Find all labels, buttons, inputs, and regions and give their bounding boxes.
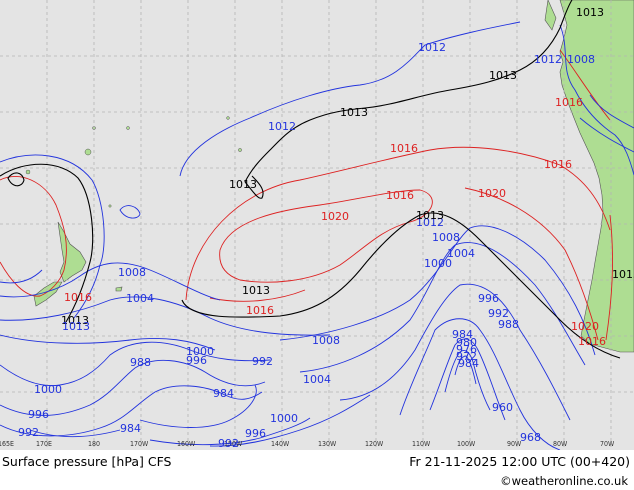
isobar-label: 984	[213, 387, 234, 400]
isobar-label: 1004	[126, 292, 154, 305]
isobar-label: 1020	[478, 187, 506, 200]
lon-label: 180	[88, 440, 100, 448]
isobar-label: 980	[456, 336, 477, 349]
lon-label: 80W	[553, 440, 568, 448]
island-tahiti	[238, 148, 242, 152]
lon-label: 90W	[507, 440, 522, 448]
isobar-label: 1016	[246, 304, 274, 317]
isobar-label: 1020	[571, 320, 599, 333]
isobar-label: 1016	[555, 96, 583, 109]
isobar-label: 1013	[612, 268, 634, 281]
chatham-island	[115, 286, 123, 292]
isobar-label: 1012	[534, 53, 562, 66]
lon-label: 130W	[318, 440, 337, 448]
andes-spur	[544, 0, 557, 31]
isobar-label: 1013	[61, 314, 89, 327]
isobar-label: 1004	[447, 247, 475, 260]
isobar-label: 1016	[390, 142, 418, 155]
isobar-label: 1008	[567, 53, 595, 66]
isobar-label: 1000	[34, 383, 62, 396]
isobar-label: 1012	[416, 216, 444, 229]
isobar-label: 992	[18, 426, 39, 439]
isobar-label: 992	[488, 307, 509, 320]
isobar-label: 1008	[312, 334, 340, 347]
isobar-label: 1013	[576, 6, 604, 19]
isobar-label: 1000	[424, 257, 452, 270]
isobar-label: 1013	[489, 69, 517, 82]
isobar-label: 1000	[270, 412, 298, 425]
lon-label: 140W	[271, 440, 290, 448]
isobars-low	[0, 21, 634, 450]
isobar-label: 992	[252, 355, 273, 368]
isobar-label: 984	[452, 328, 473, 341]
isobar-label: 996	[186, 354, 207, 367]
isobar-label: 1013	[229, 178, 257, 191]
isobar-label: 996	[478, 292, 499, 305]
isobar-label: 1020	[321, 210, 349, 223]
lon-label: 170W	[130, 440, 149, 448]
island-tonga	[126, 126, 130, 130]
isobar-label: 1000	[186, 345, 214, 358]
lat-lon-grid	[0, 0, 634, 450]
footer: Surface pressure [hPa] CFS Fr 21-11-2025…	[0, 450, 634, 490]
isobar-label: 996	[28, 408, 49, 421]
pressure-map: 165E 170E 180 170W 160W 150W 140W 130W 1…	[0, 0, 634, 450]
isobar-label: 1008	[118, 266, 146, 279]
valid-time: Fr 21-11-2025 12:00 UTC (00+420)	[409, 454, 630, 469]
land	[33, 0, 634, 353]
lon-label: 160W	[177, 440, 196, 448]
isobar-label: 984	[458, 357, 479, 370]
isobar-label: 984	[120, 422, 141, 435]
island-kermadec	[108, 204, 112, 208]
island-cook	[226, 116, 230, 120]
isobar-label: 988	[498, 318, 519, 331]
isobars-high	[0, 49, 613, 341]
isobar-label: 968	[520, 431, 541, 444]
isobar-label: 1016	[64, 291, 92, 304]
isobar-label: 1012	[268, 120, 296, 133]
credit-link[interactable]: ©weatheronline.co.uk	[500, 474, 628, 488]
isobar-label: 1013	[62, 320, 90, 333]
isobar-label: 1013	[340, 106, 368, 119]
isobar-label: 996	[245, 427, 266, 440]
isobar-label: 1016	[386, 189, 414, 202]
isobar-1013	[0, 0, 621, 359]
lon-label: 70W	[600, 440, 615, 448]
isobar-label: 988	[130, 356, 151, 369]
lon-label: 165E	[0, 440, 14, 448]
isobar-label: 1013	[416, 209, 444, 222]
isobar-label: 1016	[578, 335, 606, 348]
island-new-caledonia	[25, 169, 31, 175]
isobar-label: 976	[456, 343, 477, 356]
new-zealand-south-island	[33, 281, 63, 307]
isobar-label: 1012	[418, 41, 446, 54]
lon-label: 110W	[412, 440, 431, 448]
isobar-label: 1008	[432, 231, 460, 244]
isobar-label: 992	[218, 437, 239, 450]
ocean	[0, 0, 634, 450]
labels-low: 1012 1012 1012 1012 1008 1008 1008 1008 …	[18, 41, 595, 450]
longitude-labels: 165E 170E 180 170W 160W 150W 140W 130W 1…	[0, 440, 615, 448]
isobar-label: 1016	[544, 158, 572, 171]
labels-1013: 1013 1013 1013 1013 1013 1013 1013 1013 …	[61, 6, 634, 333]
lon-label: 120W	[365, 440, 384, 448]
lon-label: 150W	[224, 440, 243, 448]
isobar-label: 1004	[303, 373, 331, 386]
south-america-land	[559, 0, 634, 353]
isobar-label: 1013	[242, 284, 270, 297]
isobar-label: 960	[492, 401, 513, 414]
map-title: Surface pressure [hPa] CFS	[2, 454, 172, 469]
lon-label: 170E	[36, 440, 52, 448]
island-fiji	[84, 148, 92, 156]
labels-high: 1016 1016 1016 1016 1016 1016 1016 1020 …	[64, 96, 606, 348]
lon-label: 100W	[457, 440, 476, 448]
isobar-label: 972	[456, 350, 477, 363]
